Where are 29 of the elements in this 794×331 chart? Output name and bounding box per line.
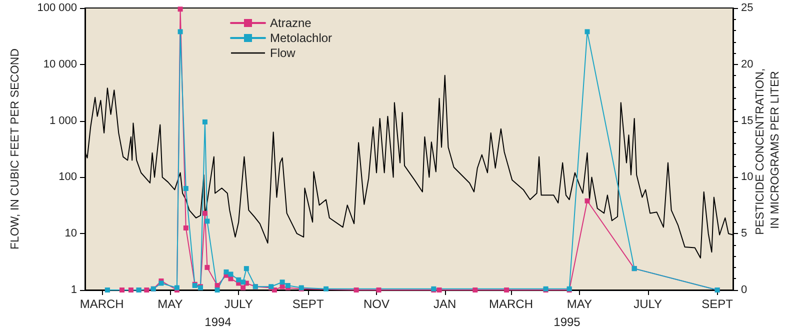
x-tick-label: SEPT	[292, 297, 324, 311]
y2-tick-label: 25	[741, 2, 754, 14]
text: 1994	[204, 315, 232, 329]
x-tick-label: JULY	[634, 297, 662, 311]
x-tick-label: SEPT	[702, 297, 734, 311]
y-tick-label: 10	[64, 228, 77, 240]
legend-label: Flow	[270, 46, 296, 60]
y2-tick-label: 10	[741, 171, 754, 184]
y2-tick-label: 20	[741, 58, 754, 70]
x-tick-label: JULY	[224, 297, 253, 311]
legend-label: Atrazne	[270, 16, 312, 30]
y-axis-title: FLOW, IN CUBIC FEET PER SECOND	[10, 48, 22, 250]
legend-label: Metolachlor	[270, 31, 332, 45]
x-tick-label: MARCH	[489, 297, 534, 311]
y2-axis-title: PESTICIDE CONCENTRATION, IN MICROGRAMS PER LITER	[754, 65, 782, 235]
x-tick-label: JAN	[434, 297, 456, 311]
x-tick-label: MAY	[158, 297, 183, 311]
y2-tick-label: 15	[741, 114, 754, 127]
y-tick-label: 10 000	[43, 58, 77, 70]
x-tick-label: MAY	[566, 297, 592, 311]
y-tick-label: 100 000	[37, 2, 77, 14]
y-tick-label: 100	[58, 171, 77, 184]
y2-tick-label: 5	[741, 228, 748, 240]
y-tick-label: 1 000	[49, 114, 77, 127]
x-tick-label: MARCH	[80, 297, 124, 311]
text: 1995	[554, 315, 581, 329]
y2-tick-label: 0	[741, 284, 748, 296]
y-tick-label: 1	[70, 284, 77, 296]
x-tick-label: NOV	[363, 297, 390, 311]
